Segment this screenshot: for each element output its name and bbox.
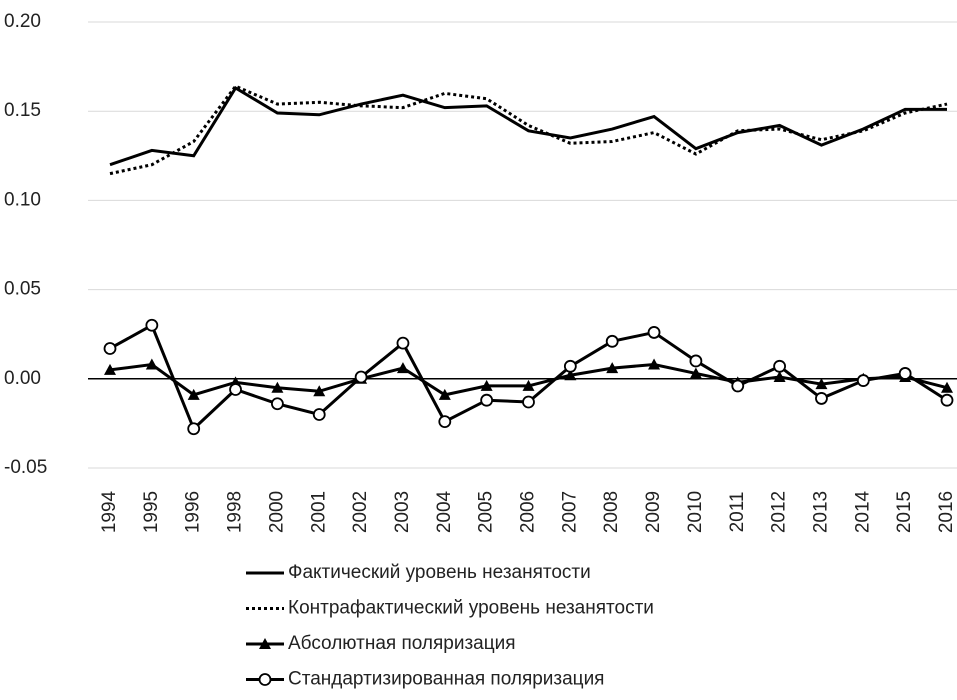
legend-label: Стандартизированная поляризация (288, 669, 604, 690)
marker-triangle (606, 362, 619, 374)
marker-triangle (941, 381, 953, 393)
x-tick-label: 2012 (769, 491, 790, 533)
legend-marker (258, 673, 272, 686)
marker-circle (689, 354, 703, 368)
marker-triangle (648, 358, 661, 370)
x-tick-label: 2004 (434, 490, 455, 533)
x-tick-label: 2003 (392, 491, 413, 533)
x-tick-label: 2006 (518, 491, 539, 533)
marker-circle (480, 393, 494, 407)
marker-triangle (815, 378, 828, 390)
marker-triangle (313, 385, 326, 397)
legend-marker (259, 638, 271, 649)
marker-circle (312, 408, 326, 421)
marker-circle (145, 318, 159, 332)
x-tick-label: 2001 (308, 491, 329, 533)
x-tick-label: 2011 (727, 492, 748, 533)
x-tick-label: 2008 (601, 491, 622, 533)
series-line (109, 84, 948, 176)
x-tick-label: 2009 (643, 491, 664, 533)
x-tick-label: 1998 (225, 491, 246, 533)
y-tick-label: 0.15 (4, 100, 41, 121)
x-tick-label: 2014 (852, 490, 873, 533)
x-tick-label: 2010 (685, 491, 706, 533)
marker-triangle (564, 369, 577, 381)
legend-label: Абсолютная поляризация (288, 633, 516, 654)
marker-circle (940, 393, 954, 407)
marker-circle (856, 374, 870, 387)
marker-triangle (187, 388, 200, 400)
marker-circle (898, 367, 912, 380)
legend-label: Фактический уровень незанятости (288, 562, 591, 583)
marker-triangle (689, 367, 702, 379)
marker-triangle (104, 363, 116, 375)
x-tick-label: 2016 (936, 491, 957, 533)
y-tick-label: 0.20 (4, 11, 41, 32)
marker-circle (731, 379, 745, 393)
marker-circle (187, 422, 201, 436)
marker-triangle (773, 371, 786, 383)
series-line (109, 85, 947, 167)
marker-triangle (522, 379, 535, 391)
x-tick-label: 2013 (810, 491, 831, 533)
x-tick-label: 1995 (141, 491, 162, 533)
x-tick-label: 2002 (350, 491, 371, 533)
legend-label: Контрафактический уровень незанятости (288, 598, 654, 619)
y-tick-label: 0.00 (4, 368, 41, 389)
marker-circle (229, 383, 242, 396)
x-tick-label: 2000 (266, 491, 287, 533)
marker-triangle (271, 381, 284, 393)
marker-circle (270, 397, 284, 411)
marker-circle (773, 359, 786, 373)
marker-circle (647, 326, 661, 339)
marker-circle (605, 334, 619, 348)
x-tick-label: 1996 (183, 491, 204, 533)
y-tick-label: 0.10 (4, 189, 41, 210)
x-tick-label: 2005 (476, 491, 497, 533)
marker-circle (522, 395, 535, 409)
marker-triangle (438, 388, 451, 400)
marker-triangle (480, 379, 493, 391)
y-tick-label: 0.05 (4, 279, 41, 300)
marker-circle (438, 415, 452, 429)
y-tick-label: -0.05 (4, 457, 47, 478)
marker-circle (815, 392, 828, 405)
marker-circle (396, 336, 410, 350)
marker-circle (103, 342, 117, 355)
marker-triangle (145, 358, 158, 370)
x-tick-label: 2015 (894, 491, 915, 533)
marker-triangle (396, 362, 409, 374)
marker-circle (563, 359, 577, 373)
x-tick-label: 1994 (99, 490, 120, 533)
x-tick-label: 2007 (559, 491, 580, 533)
marker-circle (354, 370, 368, 384)
